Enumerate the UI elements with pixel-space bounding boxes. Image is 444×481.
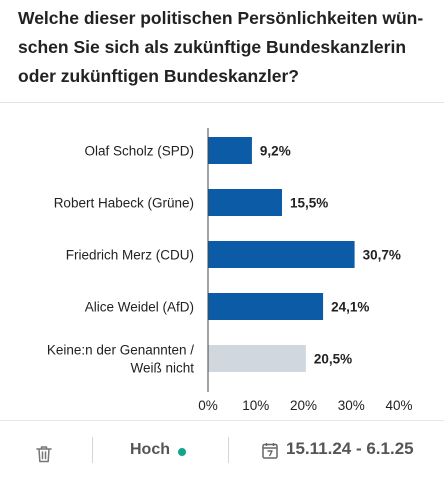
date-range[interactable]: 15.11.24 - 6.1.25	[286, 439, 414, 458]
bar	[208, 137, 252, 164]
footer-separator	[228, 437, 229, 463]
bar	[208, 241, 355, 268]
category-label: Robert Habeck (Grüne)	[54, 196, 194, 211]
question-title: Welche dieser politischen Persönlichkeit…	[18, 8, 424, 86]
data-label: 15,5%	[290, 196, 328, 211]
x-tick-label: 10%	[242, 398, 269, 413]
x-tick-label: 20%	[290, 398, 317, 413]
x-tick-label: 30%	[338, 398, 365, 413]
bar	[208, 345, 306, 372]
top-divider	[0, 102, 444, 103]
calendar-icon[interactable]	[262, 442, 278, 459]
x-tick-label: 0%	[198, 398, 218, 413]
data-label: 24,1%	[331, 300, 369, 315]
status-dot-icon	[178, 448, 186, 456]
data-label: 9,2%	[260, 144, 291, 159]
data-label: 20,5%	[314, 352, 352, 367]
category-label: Olaf Scholz (SPD)	[84, 144, 194, 159]
category-label: Keine:n der Genannten / Weiß nicht	[47, 343, 194, 376]
x-tick-label: 40%	[385, 398, 412, 413]
bar	[208, 189, 283, 216]
level-label: Hoch	[130, 441, 170, 458]
data-label: 30,7%	[363, 248, 401, 263]
bar	[208, 293, 324, 320]
trash-icon[interactable]	[36, 445, 52, 463]
category-label: Alice Weidel (AfD)	[85, 300, 194, 315]
footer-bar: Hoch 15.11.24 - 6.1.25	[0, 420, 444, 481]
bar-chart: Olaf Scholz (SPD) 9,2% Robert Habeck (Grün…	[47, 128, 413, 413]
category-label: Friedrich Merz (CDU)	[66, 248, 194, 263]
footer-separator	[92, 437, 93, 463]
